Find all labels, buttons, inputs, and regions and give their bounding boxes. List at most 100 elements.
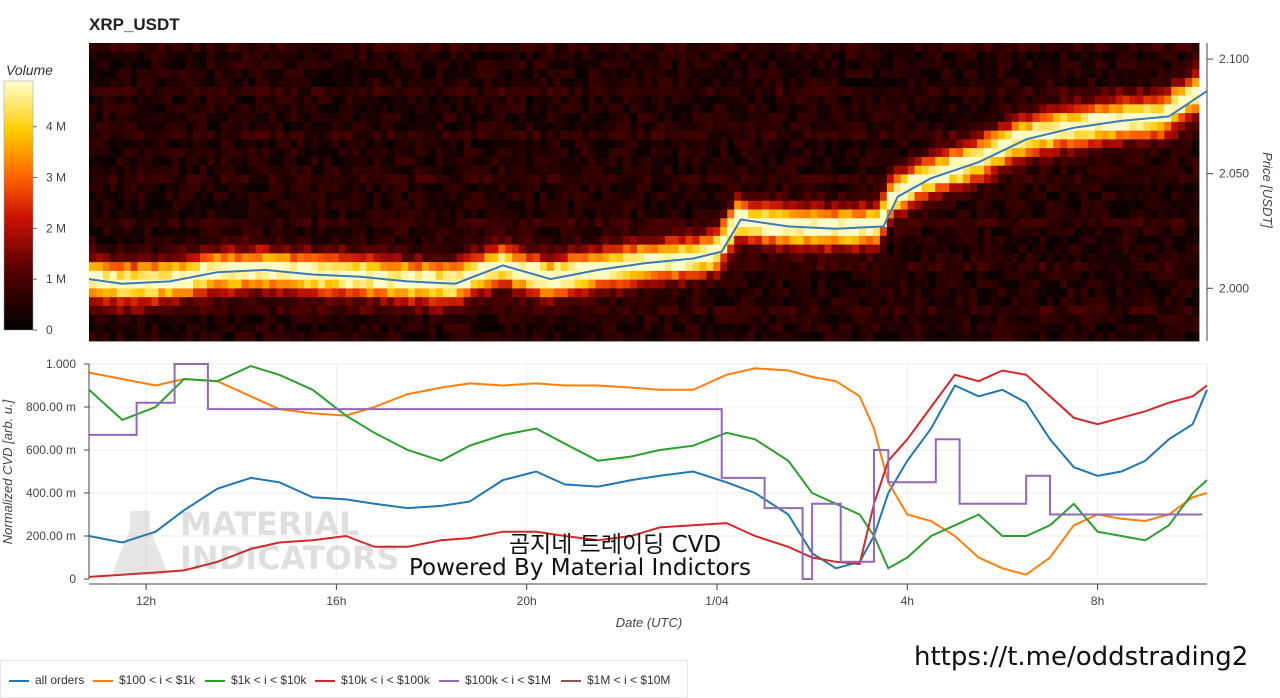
heatmap-cell — [214, 43, 221, 52]
heatmap-cell — [908, 87, 915, 96]
heatmap-cell — [887, 297, 894, 306]
heatmap-cell — [686, 323, 693, 332]
heatmap-cell — [623, 280, 630, 289]
heatmap-cell — [935, 104, 942, 113]
heatmap-cell — [311, 157, 318, 166]
heatmap-cell — [269, 297, 276, 306]
heatmap-cell — [783, 192, 790, 201]
heatmap-cell — [637, 210, 644, 219]
heatmap-cell — [1026, 280, 1033, 289]
heatmap-cell — [193, 201, 200, 210]
heatmap-cell — [408, 297, 415, 306]
heatmap-cell — [110, 236, 117, 245]
heatmap-cell — [609, 297, 616, 306]
heatmap-cell — [498, 87, 505, 96]
heatmap-cell — [817, 210, 824, 219]
heatmap-cell — [859, 332, 866, 341]
heatmap-cell — [880, 148, 887, 157]
heatmap-cell — [963, 43, 970, 52]
heatmap-cell — [498, 166, 505, 175]
heatmap-cell — [519, 323, 526, 332]
heatmap-cell — [769, 104, 776, 113]
heatmap-cell — [630, 218, 637, 227]
heatmap-cell — [859, 157, 866, 166]
heatmap-cell — [228, 253, 235, 262]
heatmap-cell — [526, 52, 533, 61]
heatmap-cell — [672, 69, 679, 78]
heatmap-cell — [422, 288, 429, 297]
heatmap-cell — [304, 315, 311, 324]
heatmap-cell — [179, 61, 186, 70]
heatmap-cell — [713, 166, 720, 175]
heatmap-cell — [103, 323, 110, 332]
heatmap-cell — [630, 332, 637, 341]
heatmap-cell — [977, 104, 984, 113]
heatmap-cell — [609, 139, 616, 148]
heatmap-cell — [901, 315, 908, 324]
heatmap-cell — [367, 87, 374, 96]
heatmap-cell — [540, 166, 547, 175]
heatmap-cell — [269, 271, 276, 280]
heatmap-cell — [318, 245, 325, 254]
heatmap-cell — [235, 174, 242, 183]
heatmap-cell — [415, 166, 422, 175]
heatmap-cell — [824, 297, 831, 306]
heatmap-cell — [332, 288, 339, 297]
heatmap-cell — [103, 245, 110, 254]
heatmap-cell — [887, 78, 894, 87]
heatmap-cell — [762, 96, 769, 105]
heatmap-cell — [158, 218, 165, 227]
heatmap-cell — [852, 306, 859, 315]
heatmap-cell — [831, 280, 838, 289]
heatmap-cell — [928, 87, 935, 96]
heatmap-cell — [394, 297, 401, 306]
heatmap-cell — [151, 201, 158, 210]
heatmap-cell — [1033, 262, 1040, 271]
heatmap-cell — [262, 148, 269, 157]
heatmap-cell — [956, 323, 963, 332]
heatmap-cell — [110, 271, 117, 280]
heatmap-cell — [658, 280, 665, 289]
heatmap-cell — [325, 288, 332, 297]
heatmap-cell — [908, 227, 915, 236]
heatmap-cell — [478, 315, 485, 324]
heatmap-cell — [748, 253, 755, 262]
heatmap-cell — [935, 306, 942, 315]
heatmap-cell — [498, 210, 505, 219]
heatmap-cell — [443, 148, 450, 157]
heatmap-cell — [1012, 236, 1019, 245]
heatmap-cell — [367, 236, 374, 245]
heatmap-cell — [387, 139, 394, 148]
heatmap-cell — [471, 332, 478, 341]
heatmap-cell — [360, 192, 367, 201]
heatmap-cell — [1012, 148, 1019, 157]
heatmap-cell — [582, 245, 589, 254]
heatmap-cell — [748, 315, 755, 324]
heatmap-cell — [249, 166, 256, 175]
heatmap-cell — [297, 96, 304, 105]
heatmap-cell — [637, 280, 644, 289]
heatmap-cell — [845, 253, 852, 262]
heatmap-cell — [283, 166, 290, 175]
heatmap-cell — [568, 323, 575, 332]
heatmap-cell — [172, 306, 179, 315]
heatmap-cell — [179, 148, 186, 157]
heatmap-cell — [269, 43, 276, 52]
heatmap-cell — [353, 306, 360, 315]
heatmap-cell — [790, 245, 797, 254]
heatmap-cell — [276, 332, 283, 341]
heatmap-cell — [131, 210, 138, 219]
heatmap-cell — [915, 166, 922, 175]
heatmap-cell — [484, 306, 491, 315]
heatmap-cell — [866, 245, 873, 254]
heatmap-cell — [186, 69, 193, 78]
heatmap-cell — [811, 218, 818, 227]
heatmap-cell — [464, 323, 471, 332]
heatmap-cell — [89, 61, 96, 70]
heatmap-cell — [1088, 96, 1095, 105]
heatmap-cell — [367, 52, 374, 61]
heatmap-cell — [797, 245, 804, 254]
heatmap-cell — [96, 131, 103, 140]
heatmap-cell — [89, 174, 96, 183]
